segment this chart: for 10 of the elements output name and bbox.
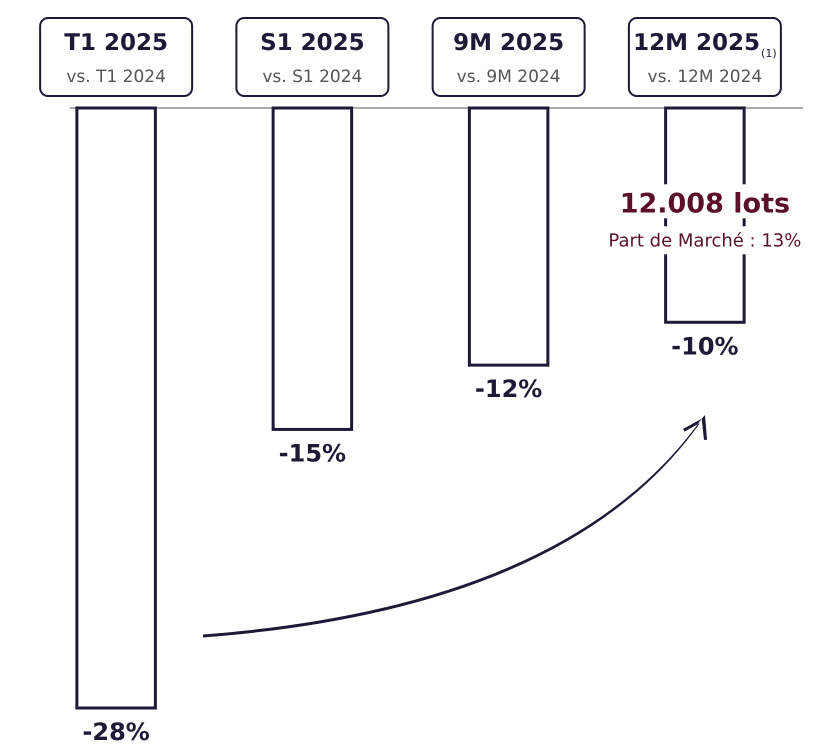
annotation: 12.008 lots — [620, 188, 790, 220]
data-label: -15% — [278, 439, 346, 468]
x-tick-label: 12M 2025$_{(1)}$ vs. 12M 2024 — [633, 30, 777, 87]
data-label: -10% — [671, 332, 739, 360]
data-label: -12% — [474, 375, 542, 404]
x-tick-label: T1 2025 vs. T1 2024 — [64, 30, 168, 87]
annotation: Part de Marché : 13% — [608, 230, 802, 252]
x-tick-label: 9M 2025 vs. 9M 2024 — [453, 30, 564, 87]
data-label: -28% — [82, 718, 150, 746]
x-tick-label: S1 2025 vs. S1 2024 — [260, 30, 365, 87]
